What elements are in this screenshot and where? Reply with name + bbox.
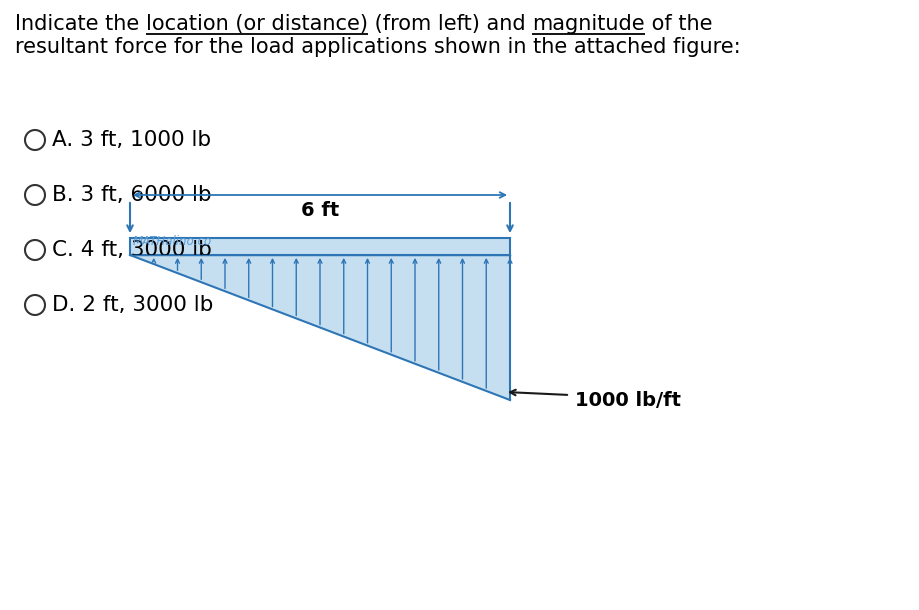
Text: (from left) and: (from left) and xyxy=(368,14,531,34)
Text: 1000 lb/ft: 1000 lb/ft xyxy=(574,390,680,409)
Text: 6 ft: 6 ft xyxy=(301,201,339,220)
Text: B. 3 ft, 6000 lb: B. 3 ft, 6000 lb xyxy=(52,185,211,205)
Text: of the: of the xyxy=(644,14,711,34)
Text: magnitude: magnitude xyxy=(531,14,644,34)
Text: A. 3 ft, 1000 lb: A. 3 ft, 1000 lb xyxy=(52,130,210,150)
Polygon shape xyxy=(130,255,509,400)
Text: MATHalino.co: MATHalino.co xyxy=(133,235,212,248)
Text: location (or distance): location (or distance) xyxy=(146,14,368,34)
Text: D. 2 ft, 3000 lb: D. 2 ft, 3000 lb xyxy=(52,295,213,315)
Text: C. 4 ft, 3000 lb: C. 4 ft, 3000 lb xyxy=(52,240,211,260)
Polygon shape xyxy=(130,238,509,255)
Text: Indicate the: Indicate the xyxy=(15,14,146,34)
Text: resultant force for the load applications shown in the attached figure:: resultant force for the load application… xyxy=(15,37,740,57)
